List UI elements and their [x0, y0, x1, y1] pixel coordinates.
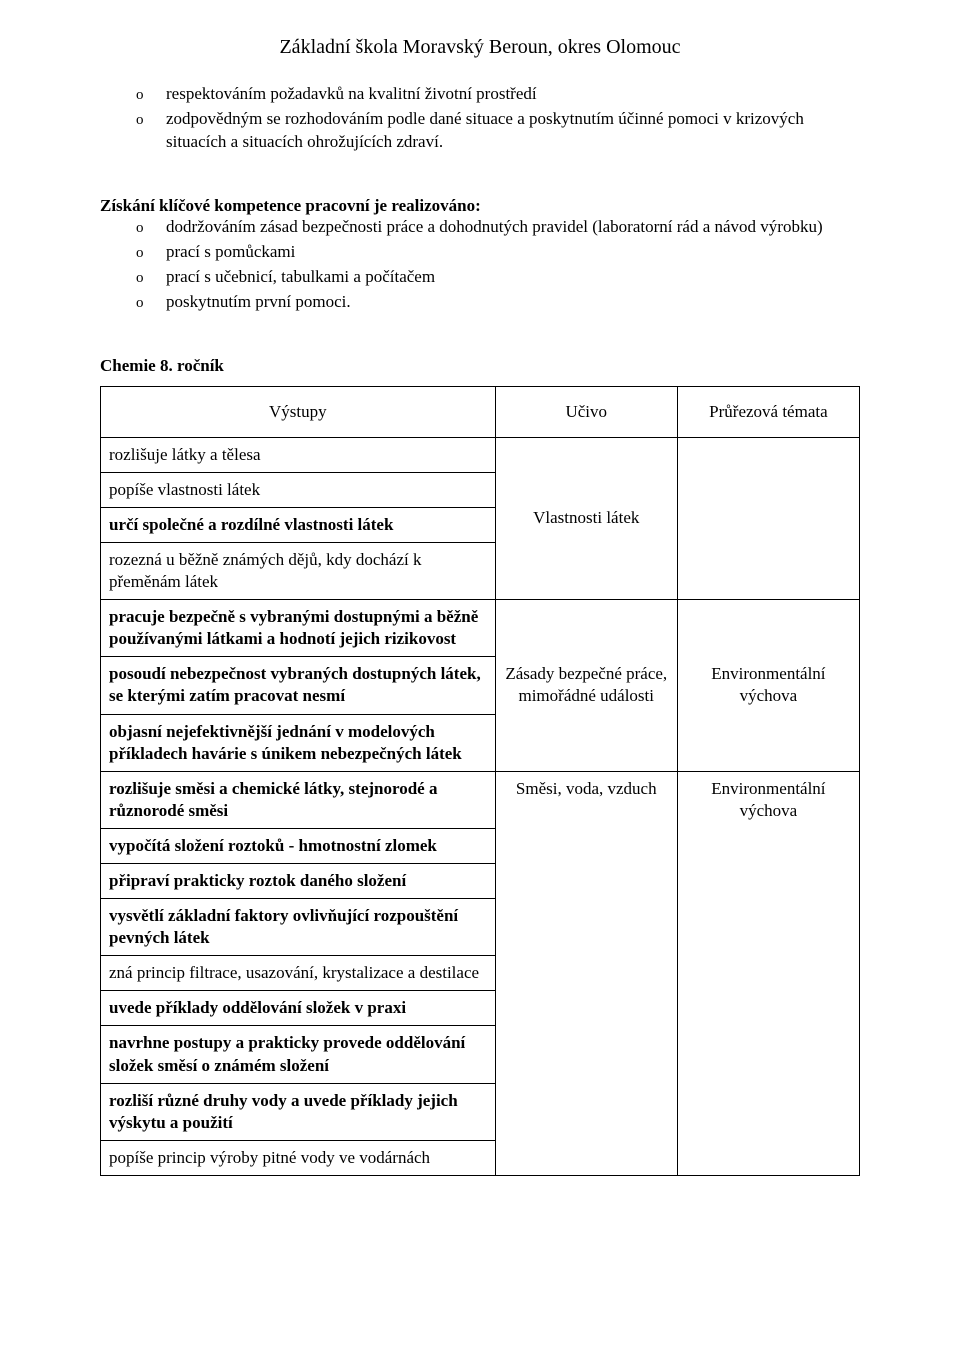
- bullet-marker: o: [136, 108, 166, 130]
- cell-ucivo-g3: Směsi, voda, vzduch: [495, 771, 677, 1175]
- bullet-marker: o: [136, 83, 166, 105]
- cell-vystupy: popíše vlastnosti látek: [101, 472, 496, 507]
- cell-prurez-g1: [677, 437, 859, 599]
- bullet-marker: o: [136, 216, 166, 238]
- bullet-item: o prací s pomůckami: [136, 241, 860, 264]
- table-row: pracuje bezpečně s vybranými dostupnými …: [101, 600, 860, 657]
- bullet-item: o poskytnutím první pomoci.: [136, 291, 860, 314]
- page: Základní škola Moravský Beroun, okres Ol…: [0, 0, 960, 1372]
- bullet-text: prací s učebnicí, tabulkami a počítačem: [166, 266, 860, 289]
- bullet-marker: o: [136, 241, 166, 263]
- cell-ucivo-g2: Zásady bezpečné práce, mimořádné událost…: [495, 600, 677, 772]
- cell-vystupy: určí společné a rozdílné vlastnosti láte…: [101, 507, 496, 542]
- bullets-section2: o dodržováním zásad bezpečnosti práce a …: [136, 216, 860, 314]
- bullet-text: respektováním požadavků na kvalitní živo…: [166, 83, 860, 106]
- outcomes-table: Výstupy Učivo Průřezová témata rozlišuje…: [100, 386, 860, 1176]
- cell-prurez-g2: Environmentální výchova: [677, 600, 859, 772]
- cell-vystupy: připraví prakticky roztok daného složení: [101, 863, 496, 898]
- bullet-item: o respektováním požadavků na kvalitní ži…: [136, 83, 860, 106]
- cell-vystupy: rozezná u běžně známých dějů, kdy docház…: [101, 542, 496, 599]
- cell-prurez-g3: Environmentální výchova: [677, 771, 859, 1175]
- bullet-item: o prací s učebnicí, tabulkami a počítače…: [136, 266, 860, 289]
- table-header-row: Výstupy Učivo Průřezová témata: [101, 386, 860, 437]
- cell-vystupy: vysvětlí základní faktory ovlivňující ro…: [101, 899, 496, 956]
- section-heading: Získání klíčové kompetence pracovní je r…: [100, 196, 860, 216]
- cell-vystupy: rozlišuje směsi a chemické látky, stejno…: [101, 771, 496, 828]
- cell-vystupy: zná princip filtrace, usazování, krystal…: [101, 956, 496, 991]
- bullet-marker: o: [136, 266, 166, 288]
- bullet-text: prací s pomůckami: [166, 241, 860, 264]
- cell-ucivo-g1: Vlastnosti látek: [495, 437, 677, 599]
- table-row: rozlišuje látky a tělesa Vlastnosti láte…: [101, 437, 860, 472]
- cell-vystupy: popíše princip výroby pitné vody ve vodá…: [101, 1140, 496, 1175]
- bullet-text: poskytnutím první pomoci.: [166, 291, 860, 314]
- cell-vystupy: posoudí nebezpečnost vybraných dostupnýc…: [101, 657, 496, 714]
- bullet-text: zodpovědným se rozhodováním podle dané s…: [166, 108, 860, 154]
- cell-vystupy: vypočítá složení roztoků - hmotnostní zl…: [101, 828, 496, 863]
- table-row: rozlišuje směsi a chemické látky, stejno…: [101, 771, 860, 828]
- cell-vystupy: uvede příklady oddělování složek v praxi: [101, 991, 496, 1026]
- cell-vystupy: pracuje bezpečně s vybranými dostupnými …: [101, 600, 496, 657]
- th-prurez: Průřezová témata: [677, 386, 859, 437]
- th-vystupy: Výstupy: [101, 386, 496, 437]
- bullet-item: o dodržováním zásad bezpečnosti práce a …: [136, 216, 860, 239]
- cell-vystupy: rozliší různé druhy vody a uvede příklad…: [101, 1083, 496, 1140]
- bullet-item: o zodpovědným se rozhodováním podle dané…: [136, 108, 860, 154]
- bullets-top: o respektováním požadavků na kvalitní ži…: [136, 83, 860, 154]
- bullet-text: dodržováním zásad bezpečnosti práce a do…: [166, 216, 860, 239]
- cell-vystupy: rozlišuje látky a tělesa: [101, 437, 496, 472]
- page-title: Základní škola Moravský Beroun, okres Ol…: [100, 36, 860, 59]
- th-ucivo: Učivo: [495, 386, 677, 437]
- cell-vystupy: objasní nejefektivnější jednání v modelo…: [101, 714, 496, 771]
- grade-heading: Chemie 8. ročník: [100, 356, 860, 376]
- cell-vystupy: navrhne postupy a prakticky provede oddě…: [101, 1026, 496, 1083]
- bullet-marker: o: [136, 291, 166, 313]
